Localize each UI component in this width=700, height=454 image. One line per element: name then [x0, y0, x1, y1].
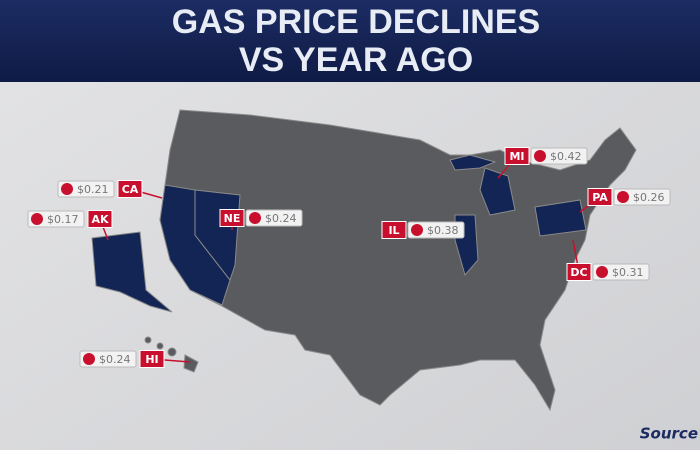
price-icon — [61, 183, 73, 195]
price-label: $0.21 — [77, 183, 109, 196]
island — [144, 336, 152, 344]
price-tag — [245, 209, 303, 227]
source-label: Source — [640, 425, 698, 443]
price-tag — [407, 221, 465, 239]
price-icon — [596, 266, 608, 278]
state-mi — [479, 167, 516, 216]
state-label: IL — [388, 224, 399, 237]
price-label: $0.31 — [612, 266, 644, 279]
price-label: $0.38 — [427, 224, 459, 237]
price-icon — [83, 353, 95, 365]
state-label: AK — [91, 213, 109, 226]
state-badge — [117, 180, 143, 198]
price-tag — [79, 350, 137, 368]
price-tag — [27, 210, 85, 228]
state-hi — [144, 336, 199, 373]
price-label: $0.24 — [265, 212, 297, 225]
price-tag — [592, 263, 650, 281]
state-label: NE — [224, 212, 241, 225]
price-icon — [534, 150, 546, 162]
state-label: PA — [592, 191, 608, 204]
callouts: $0.21 CA $0.17 AK $0.24 NE $0.42 MI $0.38 IL $0.26… — [27, 147, 671, 368]
title-line: VS YEAR AGO — [239, 41, 473, 79]
title-banner — [0, 0, 700, 82]
price-icon — [617, 191, 629, 203]
island — [167, 347, 177, 357]
price-icon — [249, 212, 261, 224]
state-label: DC — [570, 266, 587, 279]
price-tag — [530, 147, 588, 165]
state-badge — [87, 210, 113, 228]
state-badge — [139, 350, 165, 368]
state-mi-upper — [449, 154, 497, 171]
island — [183, 354, 199, 373]
island — [156, 342, 164, 350]
title-line: GAS PRICE DECLINES — [172, 3, 540, 41]
state-badge — [587, 188, 613, 206]
state-label: CA — [122, 183, 139, 196]
state-badge — [504, 147, 530, 165]
price-tag — [613, 188, 671, 206]
state-label: HI — [145, 353, 158, 366]
price-label: $0.24 — [99, 353, 131, 366]
price-label: $0.26 — [633, 191, 665, 204]
state-badge — [566, 263, 592, 281]
state-ak — [91, 231, 173, 313]
state-pa — [534, 199, 587, 237]
state-label: MI — [509, 150, 524, 163]
price-label: $0.17 — [47, 213, 79, 226]
price-label: $0.42 — [550, 150, 582, 163]
state-badge — [219, 209, 245, 227]
price-icon — [31, 213, 43, 225]
state-badge — [381, 221, 407, 239]
price-icon — [411, 224, 423, 236]
price-tag — [57, 180, 115, 198]
